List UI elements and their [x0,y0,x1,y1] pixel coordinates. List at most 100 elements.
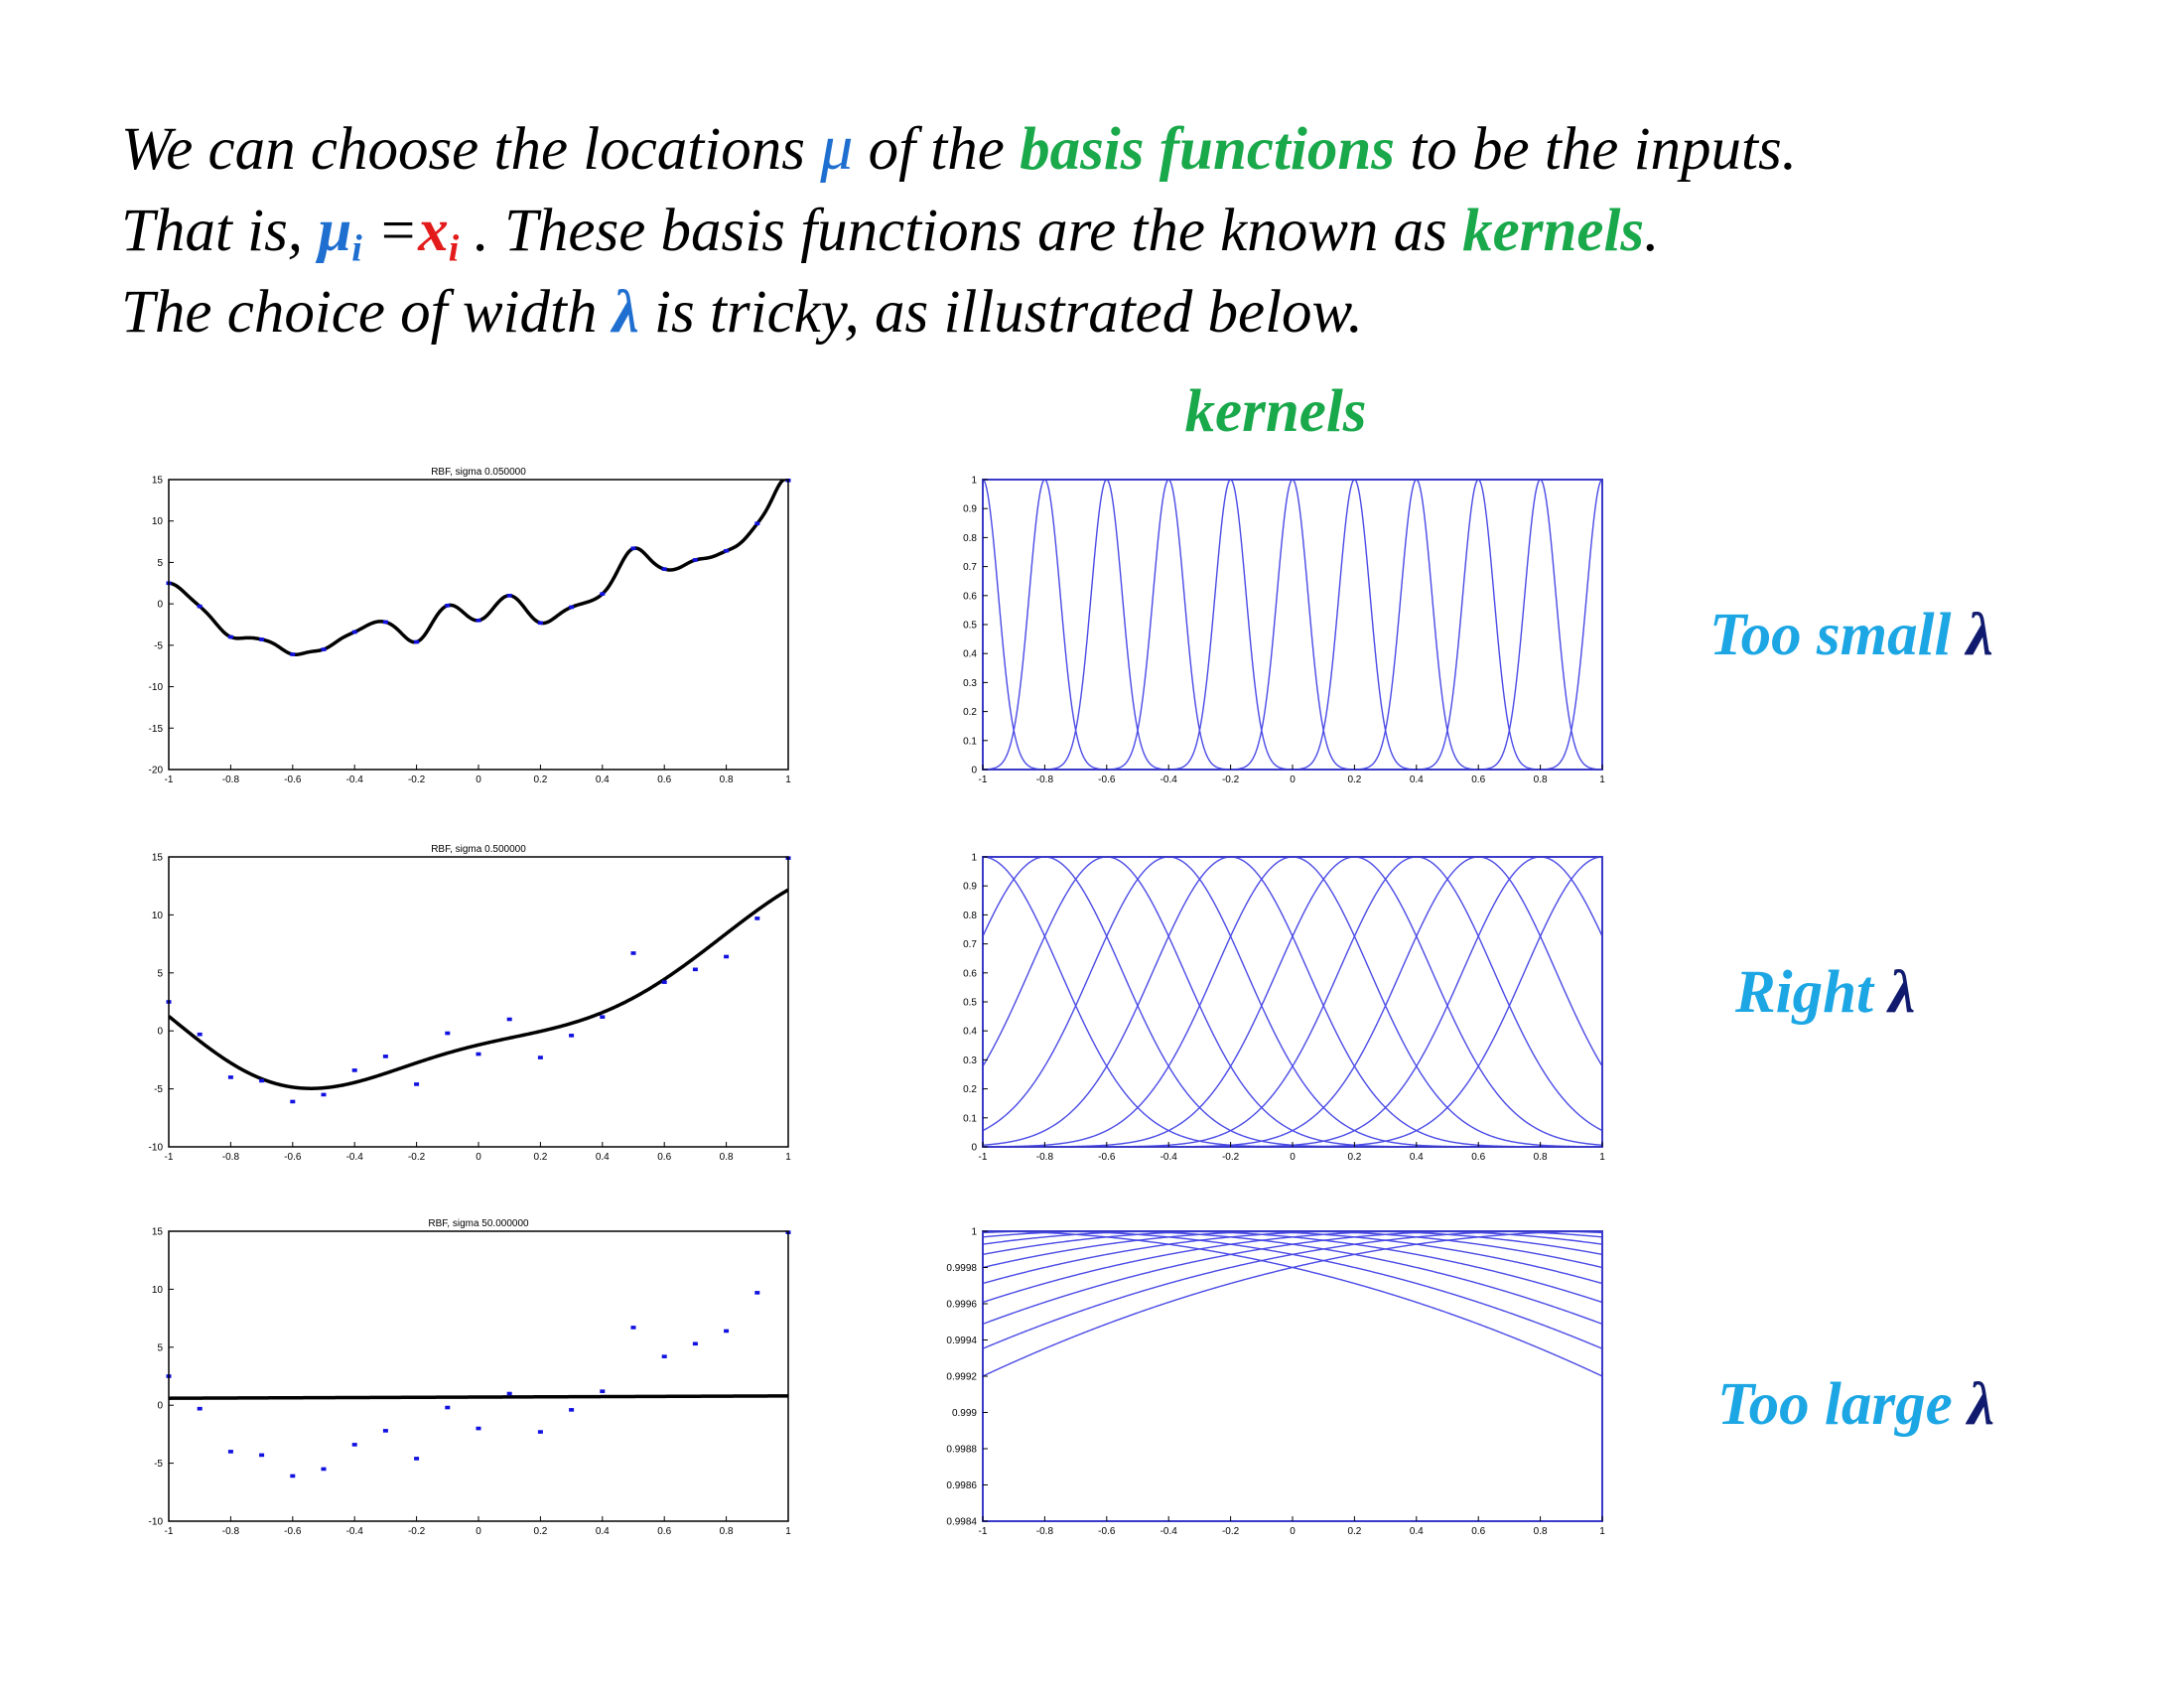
y-tick-label: 5 [157,558,163,569]
x-tick-label: 1 [785,1152,791,1163]
kernel-plot-right-width: -1 -0.8 -0.6 -0.4 -0.2 0 0.2 0.4 0.6 0.8 1 0 0.1 0.2 0… [923,839,1608,1169]
lambda-symbol: λ [612,279,639,346]
data-point [414,1457,420,1461]
x-tick-label: -1 [165,1526,174,1537]
data-point [227,1075,233,1079]
fit-curve [169,480,788,656]
data-point [506,1391,512,1396]
y-tick-label: 1 [971,853,977,864]
kernel-curve [983,857,1602,1147]
x-tick-label: -0.4 [1160,1526,1178,1537]
x-tick-label: 0.6 [1471,774,1485,785]
y-tick-label: 5 [157,1342,163,1353]
intro-line-1: We can choose the locations μ of the bas… [121,107,2087,191]
x-tick-label: 1 [1599,774,1605,785]
y-tick-label: 0 [157,600,163,611]
x-tick-label: -0.6 [1098,1152,1116,1163]
data-point [569,1408,575,1412]
data-point [692,967,698,972]
data-point [506,1017,512,1022]
y-tick-label: 0.5 [963,998,977,1009]
x-i-symbol: xi [418,198,459,267]
kernel-curve [983,1231,1602,1326]
intro-line-3: The choice of width λ is tricky, as illu… [121,272,2087,353]
label-text: Right [1735,959,1874,1026]
data-point [382,1055,388,1058]
y-tick-label: 0 [157,1027,163,1038]
kernel-curve [983,480,1602,770]
x-tick-label: -0.2 [1222,1526,1240,1537]
plot-frame [168,1230,789,1522]
lambda-symbol: λ [1966,602,1993,668]
y-tick-label: 15 [152,1227,164,1238]
x-tick-label: 0 [1290,774,1296,785]
data-point [351,1443,357,1447]
y-tick-label: 10 [152,1285,164,1296]
x-tick-label: 0.2 [533,1152,547,1163]
y-tick-label: 0.999 [952,1408,977,1419]
x-tick-label: 0.8 [720,1152,734,1163]
x-tick-label: -1 [979,774,988,785]
y-tick-label: -20 [149,766,164,776]
y-tick-label: 0.3 [963,1055,977,1066]
x-tick-label: -0.8 [222,1526,240,1537]
x-tick-label: 0.4 [1410,774,1424,785]
data-point [537,1430,543,1434]
label-too-small-lambda: Too small λ [1709,601,1993,670]
y-tick-label: 0.4 [963,649,977,660]
kernel-curve [983,1231,1602,1285]
data-point [227,634,233,639]
y-tick-label: 0.9998 [946,1263,977,1274]
rbf-fit-plot-small-sigma: RBF, sigma 0.050000 -1 -0.8 -0.6 -0.4 -0.2 0 0.… [109,462,794,791]
x-tick-label: -0.6 [284,1526,302,1537]
kernel-curve [983,857,1602,1147]
data-point [600,592,606,596]
data-point [197,604,203,609]
x-tick-label: -0.4 [346,1152,364,1163]
chart-title: RBF, sigma 50.000000 [428,1218,529,1229]
equals-sign: = [361,198,419,264]
label-text: Too small [1709,602,1952,668]
y-tick-label: 5 [157,968,163,979]
intro-text-segment: . These basis functions are the known as [459,198,1463,264]
x-tick-label: 0.6 [1471,1152,1485,1163]
data-point [537,1055,543,1059]
chart-svg: RBF, sigma 50.000000 -1 -0.8 -0.6 -0.4 -0.2 0 0… [149,1218,792,1537]
x-tick-label: -0.8 [1036,1152,1054,1163]
x-tick-label: 0.2 [533,774,547,785]
x-tick-label: 0.6 [657,774,671,785]
x-tick-label: -0.4 [346,1526,364,1537]
data-point [259,1078,265,1083]
x-tick-label: -0.6 [1098,774,1116,785]
data-point [724,954,730,959]
y-tick-label: 0.8 [963,533,977,544]
chart-title: RBF, sigma 0.500000 [431,844,526,855]
mu-symbol: μ [318,198,352,264]
y-tick-label: 0.4 [963,1027,977,1038]
y-tick-label: 1 [971,476,977,487]
y-tick-label: -10 [149,1517,164,1528]
plot-frame [982,479,1603,771]
rbf-fit-plot-large-sigma: RBF, sigma 50.000000 -1 -0.8 -0.6 -0.4 -0.2 0 0… [109,1213,794,1543]
kernel-curve [983,1231,1602,1304]
y-tick-label: 0.1 [963,1113,977,1124]
kernel-curve [983,480,1602,770]
plot-frame [168,856,789,1148]
y-tick-label: 0.9 [963,882,977,893]
x-tick-label: 0.4 [1410,1526,1424,1537]
y-tick-label: -10 [149,682,164,693]
data-point [754,521,760,526]
x-tick-label: 0.8 [1534,774,1548,785]
data-point [600,1015,606,1019]
intro-text-segment: is tricky, as illustrated below. [638,279,1363,346]
x-tick-label: -0.8 [222,1152,240,1163]
label-text: Too large [1717,1371,1953,1438]
data-point [630,546,636,551]
data-point [754,916,760,920]
x-tick-label: 0.8 [720,1526,734,1537]
y-tick-label: 0.9984 [946,1517,977,1528]
data-point [197,1032,203,1037]
data-point [661,980,667,984]
chart-svg: -1 -0.8 -0.6 -0.4 -0.2 0 0.2 0.4 0.6 0.8 1 0 0.1 0.2 0… [963,476,1605,786]
x-tick-label: -0.4 [1160,1152,1178,1163]
